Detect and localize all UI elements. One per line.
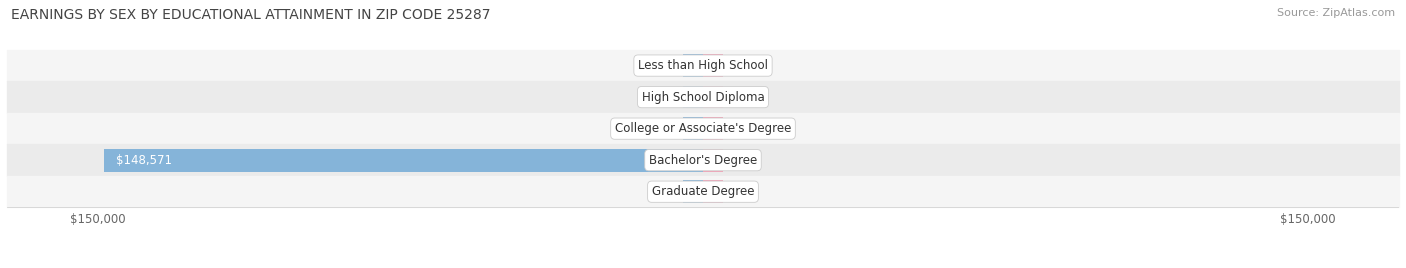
Bar (683, 86, 703, 109)
Text: Bachelor's Degree: Bachelor's Degree (650, 154, 756, 167)
Text: $0: $0 (731, 185, 747, 198)
Text: $0: $0 (659, 185, 675, 198)
Bar (683, 117, 703, 140)
Text: College or Associate's Degree: College or Associate's Degree (614, 122, 792, 135)
Text: $0: $0 (731, 59, 747, 72)
Text: Less than High School: Less than High School (638, 59, 768, 72)
Bar (703, 86, 723, 109)
Bar (7, 144, 1399, 176)
Bar (104, 149, 703, 172)
Bar (7, 113, 1399, 144)
Text: High School Diploma: High School Diploma (641, 91, 765, 104)
Bar (703, 180, 723, 203)
Text: EARNINGS BY SEX BY EDUCATIONAL ATTAINMENT IN ZIP CODE 25287: EARNINGS BY SEX BY EDUCATIONAL ATTAINMEN… (11, 8, 491, 22)
Text: $0: $0 (659, 59, 675, 72)
Text: $0: $0 (659, 122, 675, 135)
Text: $148,571: $148,571 (115, 154, 172, 167)
Bar (683, 180, 703, 203)
Text: Source: ZipAtlas.com: Source: ZipAtlas.com (1277, 8, 1395, 18)
Bar (703, 117, 723, 140)
Bar (7, 176, 1399, 207)
Bar (703, 149, 723, 172)
Text: $0: $0 (731, 154, 747, 167)
Bar (683, 54, 703, 77)
Text: $0: $0 (731, 122, 747, 135)
Text: $0: $0 (731, 91, 747, 104)
Legend: Male, Female: Male, Female (641, 264, 765, 268)
Bar (703, 54, 723, 77)
Text: $0: $0 (659, 91, 675, 104)
Bar (7, 81, 1399, 113)
Text: Graduate Degree: Graduate Degree (652, 185, 754, 198)
Bar (7, 50, 1399, 81)
